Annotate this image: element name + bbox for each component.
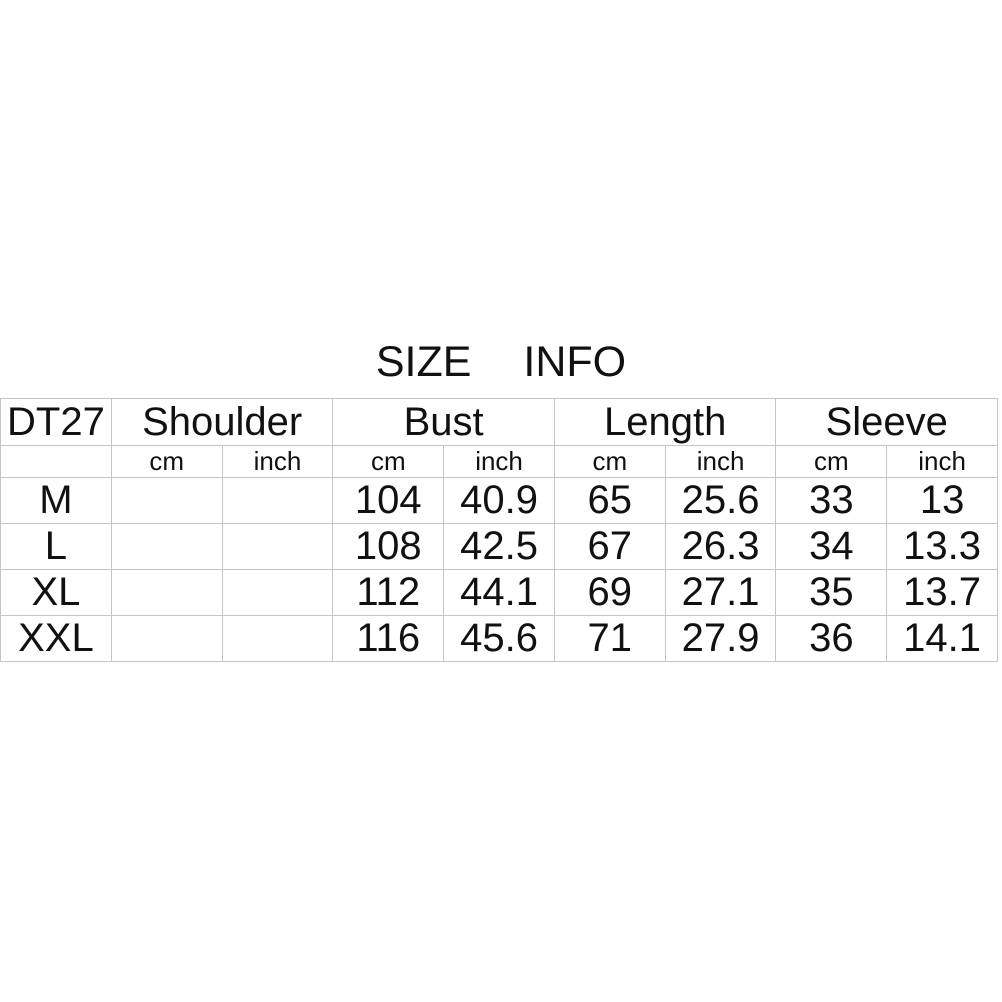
sleeve-cm-unit: cm	[775, 445, 888, 478]
m-sleeve-inch: 13	[886, 477, 998, 524]
m-length-cm: 65	[553, 477, 666, 524]
xl-length-cm: 69	[553, 569, 666, 616]
l-length-inch: 26.3	[664, 523, 777, 570]
length-cm-unit: cm	[553, 445, 666, 478]
xl-shoulder-inch	[221, 569, 334, 616]
header-shoulder: Shoulder	[110, 398, 334, 446]
l-sleeve-cm: 34	[775, 523, 888, 570]
page-title: SIZE INFO	[375, 338, 627, 386]
shoulder-inch-unit: inch	[221, 445, 334, 478]
m-sleeve-cm: 33	[775, 477, 888, 524]
xl-sleeve-inch: 13.7	[886, 569, 998, 616]
l-length-cm: 67	[553, 523, 666, 570]
m-shoulder-inch	[221, 477, 334, 524]
size-label-l: L	[0, 523, 112, 570]
xxl-sleeve-inch: 14.1	[886, 615, 998, 662]
length-inch-unit: inch	[664, 445, 777, 478]
xxl-bust-inch: 45.6	[443, 615, 555, 662]
table-units-row: cm inch cm inch cm inch cm inch	[0, 445, 998, 478]
header-length: Length	[553, 398, 777, 446]
xl-sleeve-cm: 35	[775, 569, 888, 616]
xl-shoulder-cm	[110, 569, 223, 616]
xxl-length-cm: 71	[553, 615, 666, 662]
units-empty-cell	[0, 445, 112, 478]
xxl-shoulder-cm	[110, 615, 223, 662]
xxl-length-inch: 27.9	[664, 615, 777, 662]
m-bust-inch: 40.9	[443, 477, 555, 524]
table-header-row: DT27 Shoulder Bust Length Sleeve	[0, 398, 998, 446]
bust-inch-unit: inch	[443, 445, 555, 478]
xl-bust-inch: 44.1	[443, 569, 555, 616]
size-label-xxl: XXL	[0, 615, 112, 662]
table-row-m: M 104 40.9 65 25.6 33 13	[0, 477, 998, 524]
l-bust-inch: 42.5	[443, 523, 555, 570]
xxl-shoulder-inch	[221, 615, 334, 662]
l-shoulder-cm	[110, 523, 223, 570]
m-length-inch: 25.6	[664, 477, 777, 524]
xxl-bust-cm: 116	[332, 615, 445, 662]
xxl-sleeve-cm: 36	[775, 615, 888, 662]
header-bust: Bust	[332, 398, 555, 446]
table-row-xl: XL 112 44.1 69 27.1 35 13.7	[0, 569, 998, 616]
size-info-table: DT27 Shoulder Bust Length Sleeve cm inch…	[0, 398, 998, 662]
m-bust-cm: 104	[332, 477, 445, 524]
l-shoulder-inch	[221, 523, 334, 570]
size-label-m: M	[0, 477, 112, 524]
header-sleeve: Sleeve	[775, 398, 998, 446]
xl-bust-cm: 112	[332, 569, 445, 616]
model-code-cell: DT27	[0, 398, 112, 446]
sleeve-inch-unit: inch	[886, 445, 998, 478]
l-sleeve-inch: 13.3	[886, 523, 998, 570]
size-label-xl: XL	[0, 569, 112, 616]
l-bust-cm: 108	[332, 523, 445, 570]
table-row-l: L 108 42.5 67 26.3 34 13.3	[0, 523, 998, 570]
shoulder-cm-unit: cm	[110, 445, 223, 478]
bust-cm-unit: cm	[332, 445, 445, 478]
table-row-xxl: XXL 116 45.6 71 27.9 36 14.1	[0, 615, 998, 662]
xl-length-inch: 27.1	[664, 569, 777, 616]
m-shoulder-cm	[110, 477, 223, 524]
